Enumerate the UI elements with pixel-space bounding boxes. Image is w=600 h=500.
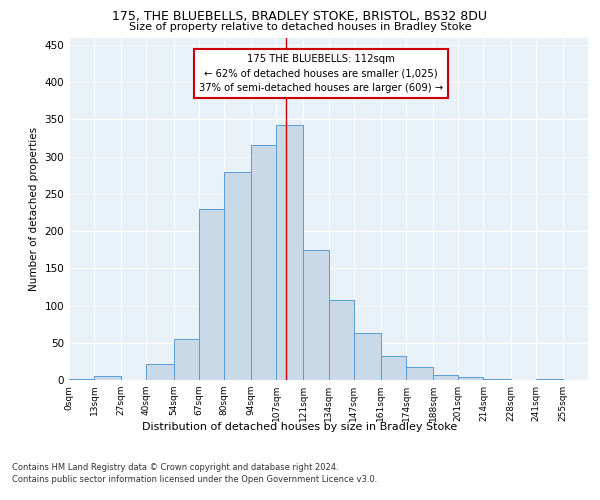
Bar — [251, 146, 276, 380]
Text: Contains public sector information licensed under the Open Government Licence v3: Contains public sector information licen… — [12, 475, 377, 484]
Bar — [199, 209, 224, 380]
Bar — [433, 375, 458, 380]
Bar — [304, 250, 329, 380]
Bar — [406, 366, 433, 380]
Text: Size of property relative to detached houses in Bradley Stoke: Size of property relative to detached ho… — [129, 22, 471, 32]
Text: 175, THE BLUEBELLS, BRADLEY STOKE, BRISTOL, BS32 8DU: 175, THE BLUEBELLS, BRADLEY STOKE, BRIST… — [113, 10, 487, 23]
Text: Distribution of detached houses by size in Bradley Stoke: Distribution of detached houses by size … — [142, 422, 458, 432]
Text: 175 THE BLUEBELLS: 112sqm
← 62% of detached houses are smaller (1,025)
37% of se: 175 THE BLUEBELLS: 112sqm ← 62% of detac… — [199, 54, 443, 94]
Bar — [353, 333, 381, 380]
Text: Contains HM Land Registry data © Crown copyright and database right 2024.: Contains HM Land Registry data © Crown c… — [12, 462, 338, 471]
Bar — [173, 339, 199, 380]
Bar — [381, 356, 406, 380]
Bar — [276, 124, 304, 380]
Bar — [329, 300, 353, 380]
Bar — [224, 172, 251, 380]
Bar — [484, 378, 511, 380]
Bar — [94, 376, 121, 380]
Bar — [69, 378, 94, 380]
Bar — [146, 364, 173, 380]
Bar — [458, 377, 484, 380]
Y-axis label: Number of detached properties: Number of detached properties — [29, 126, 39, 291]
